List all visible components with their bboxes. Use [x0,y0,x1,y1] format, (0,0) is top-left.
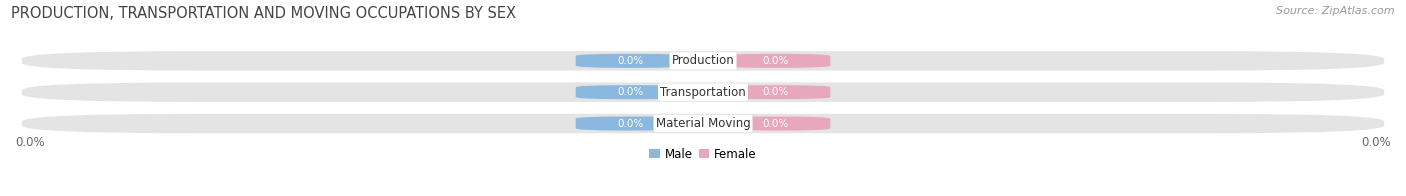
Text: Material Moving: Material Moving [655,117,751,130]
Text: 0.0%: 0.0% [617,119,644,129]
Text: 0.0%: 0.0% [762,56,789,66]
FancyBboxPatch shape [720,54,831,68]
FancyBboxPatch shape [22,83,1384,102]
FancyBboxPatch shape [575,85,686,99]
Text: Production: Production [672,54,734,67]
Text: Source: ZipAtlas.com: Source: ZipAtlas.com [1277,6,1395,16]
FancyBboxPatch shape [22,51,1384,71]
Text: 0.0%: 0.0% [617,56,644,66]
Text: 0.0%: 0.0% [762,119,789,129]
Text: 0.0%: 0.0% [1361,136,1391,150]
FancyBboxPatch shape [575,117,686,131]
Text: 0.0%: 0.0% [762,87,789,97]
FancyBboxPatch shape [720,117,831,131]
Text: 0.0%: 0.0% [15,136,45,150]
Legend: Male, Female: Male, Female [650,148,756,161]
Text: Transportation: Transportation [661,86,745,99]
FancyBboxPatch shape [575,54,686,68]
Text: 0.0%: 0.0% [617,87,644,97]
FancyBboxPatch shape [720,85,831,99]
Text: PRODUCTION, TRANSPORTATION AND MOVING OCCUPATIONS BY SEX: PRODUCTION, TRANSPORTATION AND MOVING OC… [11,6,516,21]
FancyBboxPatch shape [22,114,1384,133]
